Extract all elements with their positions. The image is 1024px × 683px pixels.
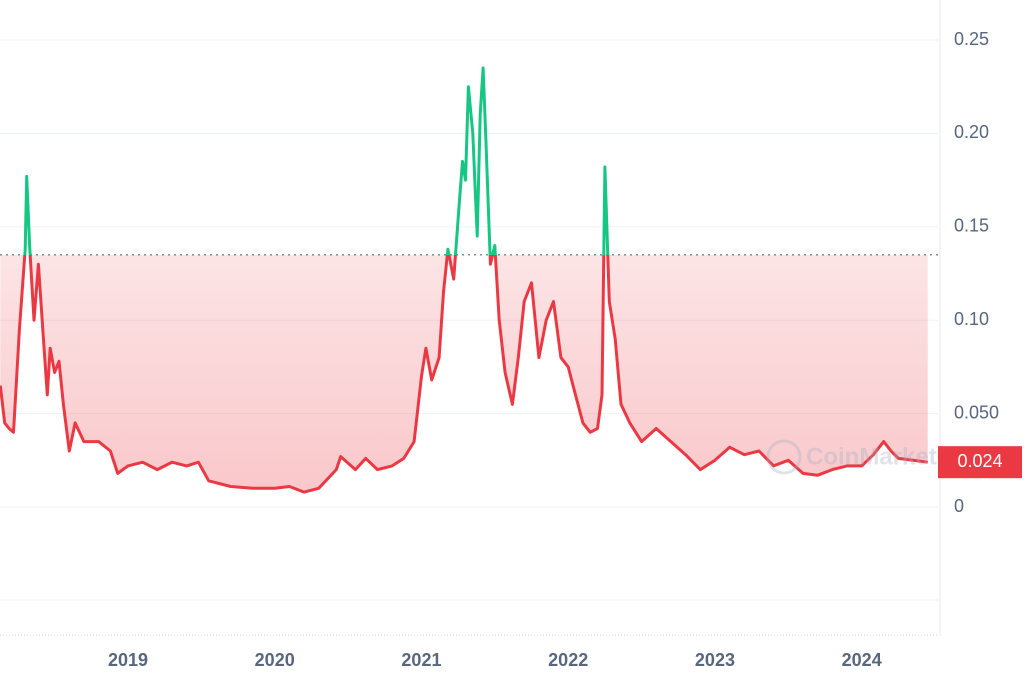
x-tick-label: 2023 <box>695 650 735 670</box>
x-tick-label: 2022 <box>548 650 588 670</box>
price-line-below <box>0 254 928 494</box>
y-tick-label: 0.25 <box>954 29 989 49</box>
x-tick-label: 2020 <box>255 650 295 670</box>
x-tick-label: 2019 <box>108 650 148 670</box>
y-tick-label: 0.050 <box>954 402 999 422</box>
y-tick-label: 0.20 <box>954 122 989 142</box>
y-tick-label: 0.10 <box>954 309 989 329</box>
y-tick-label: 0.15 <box>954 216 989 236</box>
y-tick-label: 0 <box>954 496 964 516</box>
x-tick-label: 2024 <box>842 650 882 670</box>
x-tick-label: 2021 <box>401 650 441 670</box>
area-fill <box>0 254 928 493</box>
price-line-above <box>23 66 610 255</box>
watermark-logo <box>766 439 802 475</box>
current-price-tag <box>938 446 1022 479</box>
current-price-label: 0.024 <box>957 451 1002 471</box>
